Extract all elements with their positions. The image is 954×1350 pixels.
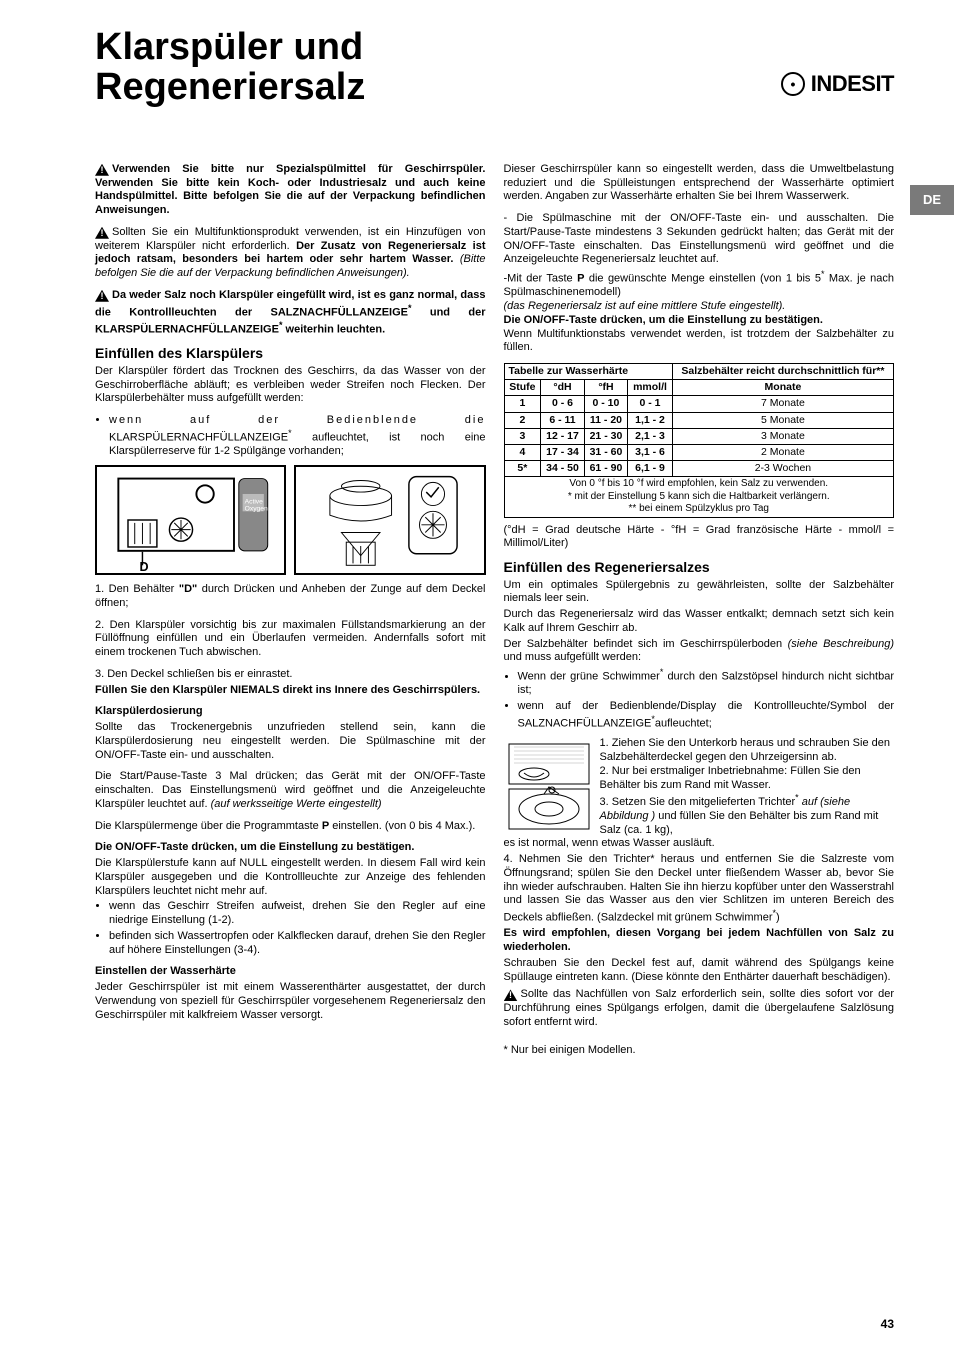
p-dos2: Die Start/Pause-Taste 3 Mal drücken; das…: [95, 770, 486, 811]
title-line1: Klarspüler und: [95, 26, 363, 68]
col-header: Monate: [672, 380, 893, 396]
heading-dosierung: Klarspülerdosierung: [95, 705, 486, 719]
p-r1: Dieser Geschirrspüler kann so eingestell…: [504, 163, 895, 204]
p-units: (°dH = Grad deutsche Härte - °fH = Grad …: [504, 524, 895, 552]
p-r3: -Mit der Taste P die gewünschte Menge ei…: [504, 269, 895, 300]
right-column: Dieser Geschirrspüler kann so eingestell…: [504, 163, 895, 1058]
p-dos1: Sollte das Trockenergebnis unzufrieden s…: [95, 721, 486, 762]
n3: 3. Setzen Sie den mitgelieferten Trichte…: [600, 796, 879, 836]
content-columns: Verwenden Sie bitte nur Spezialspülmitte…: [95, 163, 894, 1058]
table-header: Tabelle zur Wasserhärte: [504, 364, 672, 380]
brand-icon: [781, 72, 805, 96]
table-header: Salzbehälter reicht durchschnittlich für…: [672, 364, 893, 380]
col-header: Stufe: [504, 380, 541, 396]
warning-icon: [95, 164, 109, 176]
brand-logo: INDESIT: [781, 70, 894, 98]
heading-wasserhaerte: Einstellen der Wasserhärte: [95, 965, 486, 979]
p-r4: Die ON/OFF-Taste drücken, um die Einstel…: [504, 314, 895, 328]
p-salt3: Der Salzbehälter befindet sich im Geschi…: [504, 638, 895, 666]
heading-salt: Einfüllen des Regeneriersalzes: [504, 559, 895, 577]
svg-text:D: D: [140, 560, 149, 573]
list-klar: wenn auf der Bedienblende die KLARSPÜLER…: [95, 414, 486, 459]
footnote: * Nur bei einigen Modellen.: [504, 1044, 895, 1058]
list-item: wenn das Geschirr Streifen aufweist, dre…: [109, 900, 486, 928]
warning-icon: [504, 989, 518, 1001]
p-r3e: (das Regeneriersalz ist auf eine mittler…: [504, 300, 895, 314]
table-row: 312 - 1721 - 302,1 - 33 Monate: [504, 428, 894, 444]
col-header: °dH: [541, 380, 584, 396]
list-item: Wenn der grüne Schwimmer* durch den Salz…: [518, 667, 895, 698]
figure-cap: [294, 465, 485, 575]
warn-salt: Sollte das Nachfüllen von Salz erforderl…: [504, 988, 895, 1029]
p-r2: - Die Spülmaschine mit der ON/OFF-Taste …: [504, 212, 895, 267]
table-row: 10 - 60 - 100 - 17 Monate: [504, 396, 894, 412]
list-item: wenn auf der Bedienblende die KLARSPÜLER…: [109, 414, 486, 459]
list-item: befinden sich Wassertropfen oder Kalkfle…: [109, 930, 486, 958]
svg-text:Oxygen: Oxygen: [245, 505, 268, 512]
p-r5: Wenn Multifunktionstabs verwendet werden…: [504, 328, 895, 356]
table-footnote: Von 0 °f bis 10 °f wird empfohlen, kein …: [504, 477, 894, 518]
warning-icon: [95, 290, 109, 302]
step-1: 1. Den Behälter "D" durch Drücken und An…: [95, 583, 486, 611]
col-header: °fH: [584, 380, 627, 396]
p-screw: Schrauben Sie den Deckel fest auf, damit…: [504, 957, 895, 985]
table-row: 417 - 3431 - 603,1 - 62 Monate: [504, 444, 894, 460]
water-hardness-table: Tabelle zur Wasserhärte Salzbehälter rei…: [504, 363, 895, 517]
page-title: Klarspüler und Regeneriersalz: [95, 28, 894, 108]
n3d: es ist normal, wenn etwas Wasser ausläuf…: [504, 837, 895, 851]
step-3: 3. Den Deckel schließen bis er einrastet…: [95, 668, 486, 682]
col-header: mmol/l: [628, 380, 673, 396]
figures-row: Active Oxygen D: [95, 465, 486, 575]
p-rec: Es wird empfohlen, diesen Vorgang bei je…: [504, 927, 895, 955]
warning-icon: [95, 227, 109, 239]
list-item: wenn auf der Bedienblende/Display die Ko…: [518, 700, 895, 731]
p-salt2: Durch das Regeneriersalz wird das Wasser…: [504, 608, 895, 636]
p-dos5: Die Klarspülerstufe kann auf NULL einges…: [95, 857, 486, 898]
language-tab: DE: [910, 185, 954, 215]
figure-d: Active Oxygen D: [95, 465, 286, 575]
n1: 1. Ziehen Sie den Unterkorb heraus und s…: [600, 737, 890, 763]
step-2: 2. Den Klarspüler vorsichtig bis zur max…: [95, 619, 486, 660]
salt-steps-block: 1. Ziehen Sie den Unterkorb heraus und s…: [504, 737, 895, 837]
p-dos4: Die ON/OFF-Taste drücken, um die Einstel…: [95, 841, 486, 855]
step-4: Füllen Sie den Klarspüler NIEMALS direkt…: [95, 684, 486, 698]
left-column: Verwenden Sie bitte nur Spezialspülmitte…: [95, 163, 486, 1058]
n2: 2. Nur bei erstmaliger Inbetriebnahme: F…: [600, 765, 861, 791]
p-dos3: Die Klarspülermenge über die Programmtas…: [95, 820, 486, 834]
page-number: 43: [881, 1317, 894, 1332]
list-salt: Wenn der grüne Schwimmer* durch den Salz…: [504, 667, 895, 731]
brand-text: INDESIT: [811, 70, 894, 98]
salt-figure: [504, 739, 594, 834]
p-wh: Jeder Geschirrspüler ist mit einem Wasse…: [95, 981, 486, 1022]
table-row: 5*34 - 5061 - 906,1 - 92-3 Wochen: [504, 460, 894, 476]
table-row: 26 - 1111 - 201,1 - 25 Monate: [504, 412, 894, 428]
heading-klarspueler: Einfüllen des Klarspülers: [95, 345, 486, 363]
p-salt1: Um ein optimales Spülergebnis zu gewährl…: [504, 579, 895, 607]
warning-3: Da weder Salz noch Klarspüler eingefüllt…: [95, 289, 486, 338]
warning-1: Verwenden Sie bitte nur Spezialspülmitte…: [95, 163, 486, 218]
p-klar: Der Klarspüler fördert das Trocknen des …: [95, 365, 486, 406]
n4: 4. Nehmen Sie den Trichter* heraus und e…: [504, 853, 895, 925]
list-dos: wenn das Geschirr Streifen aufweist, dre…: [95, 900, 486, 957]
warning-2: Sollten Sie ein Multifunktionsprodukt ve…: [95, 226, 486, 281]
title-line2: Regeneriersalz: [95, 66, 365, 108]
